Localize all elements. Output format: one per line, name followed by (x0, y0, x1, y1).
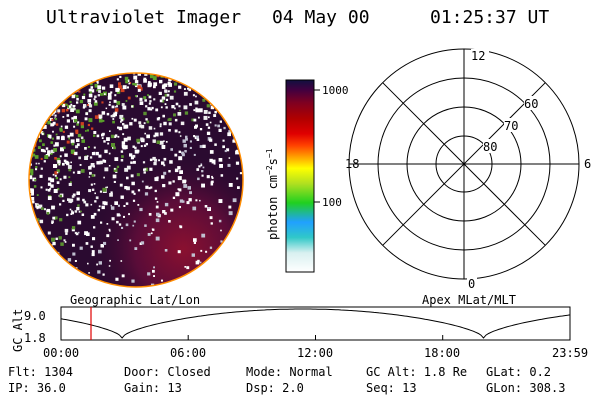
polar-grid: 12 18 6 0 60 70 80 (345, 48, 591, 291)
altitude-xtick: 00:00 (43, 346, 80, 360)
altitude-curve (60, 308, 571, 339)
mlt-label-0: 0 (468, 277, 475, 291)
altitude-xtick: 23:59 (552, 346, 589, 360)
info-gain: Gain: 13 (124, 381, 182, 395)
info-mode: Mode: Normal (246, 365, 333, 379)
mlt-label-12: 12 (471, 49, 485, 63)
altitude-xtick: 18:00 (424, 346, 461, 360)
date-label: 04 May 00 (272, 7, 370, 28)
svg-text:photon cm−2s−1: photon cm−2s−1 (265, 148, 280, 240)
altitude-ytick: 9.0 (24, 309, 46, 323)
instrument-title: Ultraviolet Imager (46, 7, 242, 28)
altitude-xtick: 12:00 (297, 346, 334, 360)
lat-label-60: 60 (524, 97, 538, 111)
info-seq: Seq: 13 (366, 381, 417, 395)
right-panel-caption: Apex MLat/MLT (422, 293, 516, 307)
info-gc-alt: GC Alt: 1.8 Re (366, 365, 468, 379)
altitude-plot: GC Alt 9.0 1.8 (11, 306, 571, 352)
aurora-image (28, 72, 244, 288)
grid-line-diagonal (382, 82, 546, 246)
colorbar: 1000 100 (285, 79, 349, 273)
altitude-xtick: 06:00 (170, 346, 207, 360)
colorbar-unit-label: photon cm−2s−1 (265, 148, 280, 240)
mlt-label-6: 6 (584, 157, 591, 171)
info-glon: GLon: 308.3 (486, 381, 566, 395)
colorbar-tick-label: 100 (322, 196, 342, 209)
disc-border (28, 72, 244, 288)
altitude-ytick: 1.8 (24, 331, 46, 345)
colorbar-scale (285, 79, 315, 273)
info-flight: Flt: 1304 (8, 365, 74, 379)
lat-label-80: 80 (483, 140, 497, 154)
info-door: Door: Closed (124, 365, 211, 379)
time-label: 01:25:37 UT (430, 7, 550, 28)
left-panel-caption: Geographic Lat/Lon (70, 293, 201, 307)
mlt-label-18: 18 (345, 157, 359, 171)
altitude-ylabel: GC Alt (11, 309, 25, 352)
colorbar-tick-label: 1000 (322, 84, 349, 97)
info-glat: GLat: 0.2 (486, 365, 552, 379)
info-dsp: Dsp: 2.0 (246, 381, 304, 395)
info-ip: IP: 36.0 (8, 381, 66, 395)
lat-label-70: 70 (504, 119, 518, 133)
